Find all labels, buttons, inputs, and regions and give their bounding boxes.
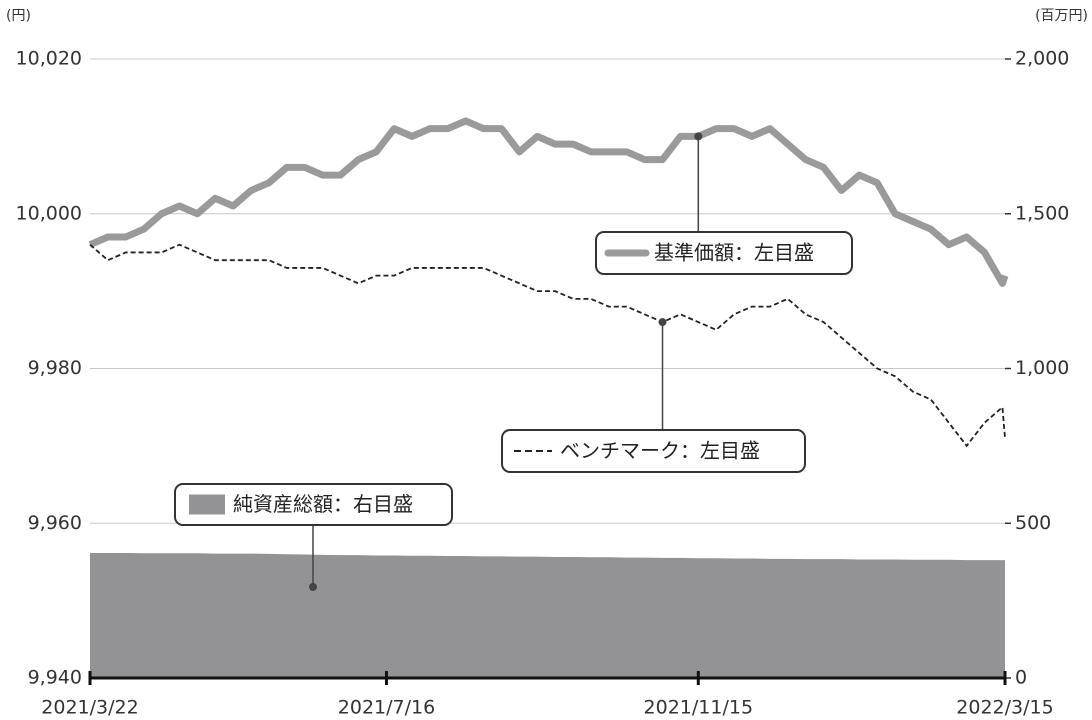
plot bbox=[88, 117, 1009, 678]
y2-tick-label: 500 bbox=[1015, 512, 1051, 534]
x-tick-label: 2022/3/15 bbox=[956, 697, 1053, 719]
callout-dot bbox=[309, 583, 317, 591]
callout-dot bbox=[694, 132, 703, 141]
y-tick-label: 9,960 bbox=[28, 512, 82, 534]
y2-tick-label: 0 bbox=[1015, 667, 1027, 689]
x-tick-label: 2021/3/22 bbox=[41, 697, 138, 719]
callout-dot bbox=[658, 318, 667, 327]
legend-label: 純資産総額：右目盛 bbox=[233, 492, 413, 516]
legend-box bbox=[501, 429, 806, 473]
y-tick-label: 9,940 bbox=[28, 667, 82, 689]
axes: 9,940 9,960 9,980 10,000 10,020 0 500 1,000 1,50… bbox=[16, 48, 1070, 719]
legend-label: 基準価額：左目盛 bbox=[654, 241, 814, 265]
legend-box bbox=[174, 483, 453, 526]
y2-axis-unit: (百万円) bbox=[1035, 8, 1088, 24]
line bbox=[88, 117, 1009, 287]
y2-tick-label: 1,000 bbox=[1015, 357, 1069, 379]
legend-label: ベンチマーク：左目盛 bbox=[560, 439, 760, 463]
y2-tick-label: 1,500 bbox=[1015, 202, 1069, 224]
y2-tick-label: 2,000 bbox=[1015, 48, 1069, 70]
y-tick-label: 10,000 bbox=[16, 202, 82, 224]
x-tick-label: 2021/7/16 bbox=[338, 697, 435, 719]
area bbox=[90, 552, 1005, 678]
x-tick-label: 2021/11/15 bbox=[644, 697, 754, 719]
legend-box bbox=[595, 231, 853, 275]
y-tick-label: 10,020 bbox=[16, 48, 82, 70]
dashed-line bbox=[89, 243, 1006, 448]
y-tick-label: 9,980 bbox=[28, 357, 82, 379]
legend-swatch bbox=[189, 494, 225, 515]
y-axis-unit: (円) bbox=[6, 8, 31, 24]
